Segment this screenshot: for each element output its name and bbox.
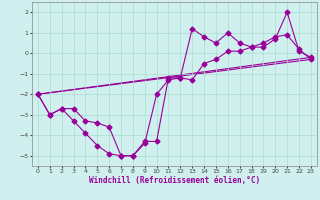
X-axis label: Windchill (Refroidissement éolien,°C): Windchill (Refroidissement éolien,°C)	[89, 176, 260, 185]
